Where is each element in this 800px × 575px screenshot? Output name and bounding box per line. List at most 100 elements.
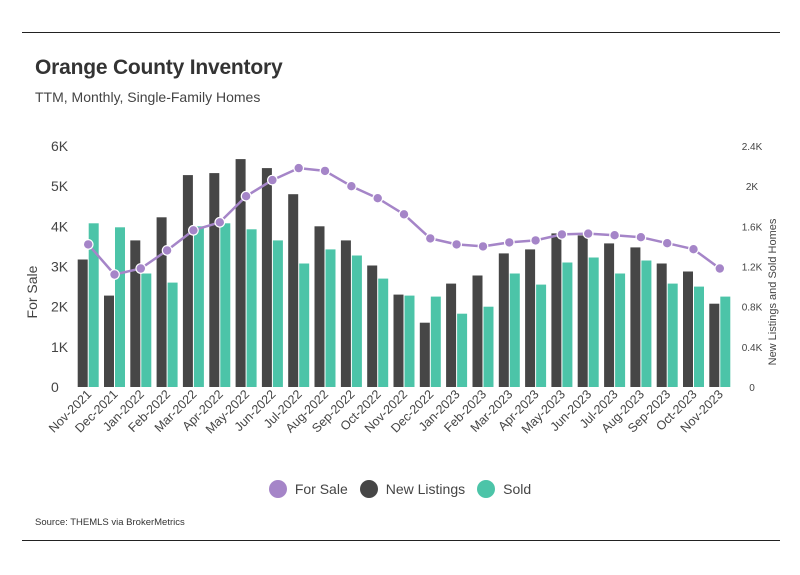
new-listings-bar [446,283,457,387]
sold-bar [457,313,468,387]
source-note: Source: THEMLS via BrokerMetrics [35,517,185,528]
top-rule [22,32,780,33]
for-sale-point [240,190,252,202]
right-tick-label: 0 [749,383,755,394]
left-tick-label: 4K [51,218,69,234]
left-tick-label: 0 [51,379,59,395]
x-axis-ticks: Nov-2021Dec-2021Jan-2022Feb-2022Mar-2022… [46,387,726,436]
for-sale-point [714,263,726,274]
sold-bar [483,306,494,387]
chart-title: Orange County Inventory [35,56,283,79]
sold-bar [246,229,257,387]
left-tick-label: 2K [51,299,69,315]
new-listings-bar [630,247,641,387]
right-tick-label: 1.2K [742,263,763,274]
for-sale-point [451,238,463,250]
for-sale-point [424,232,436,244]
for-sale-point [82,238,94,250]
sold-bar [167,282,178,387]
new-listings-bar [104,295,114,387]
new-listings-bar [683,271,693,387]
sold-bar [694,286,704,387]
for-sale-point [688,243,699,255]
sold-bar [615,273,626,387]
for-sale-point [661,237,673,249]
new-listings-bar [551,233,562,387]
left-tick-label: 1K [51,339,69,355]
for-sale-point [267,174,278,186]
new-listings-bar [314,226,325,387]
for-sale-point [293,162,305,174]
new-listings-bar [340,240,351,387]
new-listings-bar [182,175,193,387]
new-listings-bar [261,168,272,387]
sold-bar [720,296,731,387]
new-listings-bar [709,303,720,387]
for-sale-point [214,216,226,228]
sold-bar [193,226,204,387]
new-listings-bar [235,159,246,387]
for-sale-point [556,228,568,240]
sold-bar [378,278,389,387]
right-tick-label: 1.6K [742,222,763,233]
right-axis-ticks: 0 0.4K 0.8K 1.2K 1.6K 2K 2.4K [742,142,763,394]
sold-bar [325,249,336,387]
for-sale-point [503,236,515,248]
right-tick-label: 0.4K [742,343,763,354]
right-tick-label: 0.8K [742,303,763,314]
sold-bar [667,283,678,387]
for-sale-point [187,224,199,236]
legend-item: Sold [477,480,531,498]
for-sale-point [582,228,594,240]
legend-label: For Sale [294,481,348,497]
sold-bar [351,255,362,387]
for-sale-point [477,240,489,252]
legend-item: New Listings [359,480,465,498]
left-tick-label: 5K [51,178,69,194]
new-listings-bar [77,259,88,387]
new-listings-bar [156,217,167,387]
left-tick-label: 3K [51,259,69,275]
new-listings-bar [288,194,299,387]
bars-group [77,159,731,387]
new-listings-bar [130,240,141,387]
sold-bar [299,263,310,387]
right-tick-label: 2.4K [742,142,763,153]
sold-bar [536,284,547,387]
sold-bar [509,273,520,387]
sold-bar [272,240,283,387]
legend-swatch [359,480,378,498]
left-tick-label: 6K [51,138,69,154]
sold-bar [88,223,99,387]
new-listings-bar [393,294,404,387]
for-sale-point [346,180,357,192]
sold-bar [220,223,231,387]
right-tick-label: 2K [746,182,759,193]
new-listings-bar [656,263,667,387]
new-listings-bar [209,173,220,387]
for-sale-point [635,231,647,243]
new-listings-bar [577,235,588,387]
left-axis-ticks: 0 1K 2K 3K 4K 5K 6K [51,138,69,395]
sold-bar [115,227,125,387]
sold-bar [562,262,573,387]
sold-bar [588,257,599,387]
new-listings-bar [498,253,509,387]
bottom-rule [22,540,780,541]
new-listings-bar [525,249,536,387]
new-listings-bar [367,265,378,387]
for-sale-point [530,234,541,246]
for-sale-line-group [82,162,726,280]
sold-bar [404,295,415,387]
for-sale-point [161,244,173,256]
sold-bar [141,273,152,387]
for-sale-point [609,229,620,241]
for-sale-point [372,192,384,204]
legend: For Sale New Listings Sold [0,480,800,498]
for-sale-point [398,208,410,220]
legend-item: For Sale [268,480,348,498]
left-axis-label: For Sale [24,265,40,318]
legend-swatch [268,480,287,498]
right-axis-label: New Listings and Sold Homes [767,218,779,365]
